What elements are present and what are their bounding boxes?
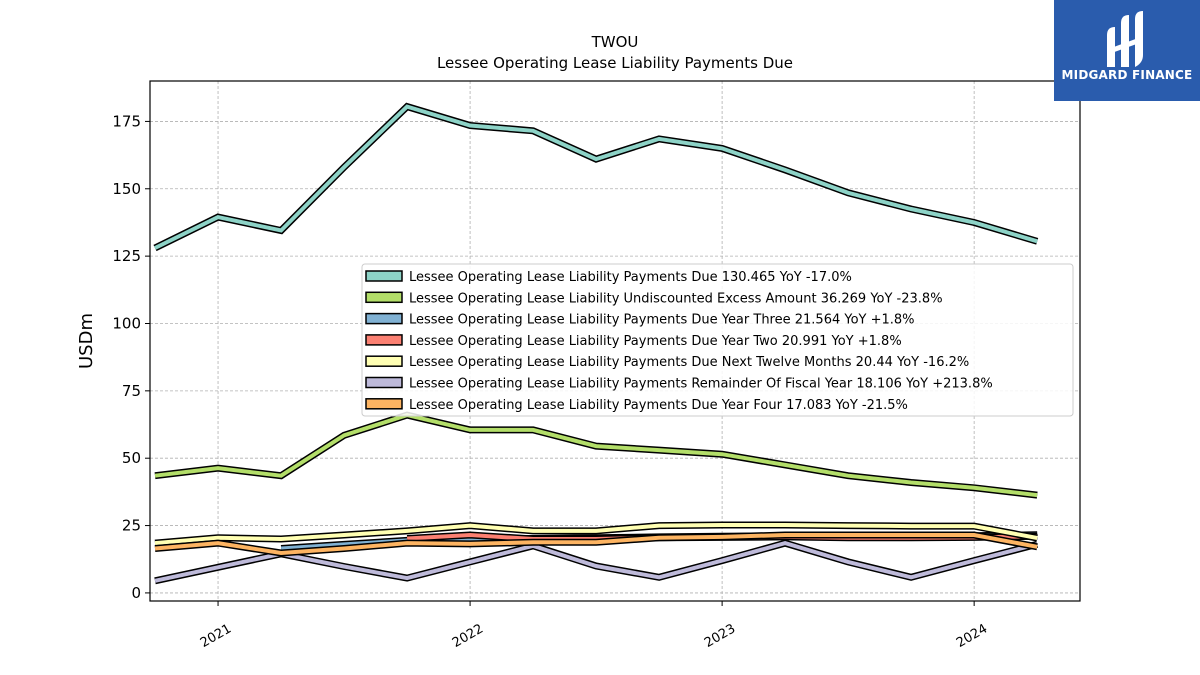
legend-swatch [365,334,403,346]
series-line-6 [154,539,1039,585]
series-line-2 [154,411,1038,499]
y-tick-label: 150 [112,180,141,198]
series-line-1 [153,102,1039,252]
legend: Lessee Operating Lease Liability Payment… [361,263,1074,417]
legend-label: Lessee Operating Lease Liability Payment… [409,334,902,349]
legend-label: Lessee Operating Lease Liability Payment… [409,313,915,328]
series-line-5 [154,521,1038,547]
x-tick-label: 2022 [450,621,486,651]
series-stroke [154,104,1038,250]
y-tick-label: 75 [122,382,141,400]
brand-logo: MIDGARD FINANCE [1054,0,1200,101]
y-tick-label: 0 [131,584,141,602]
legend-label: Lessee Operating Lease Liability Payment… [409,398,908,413]
legend-label: Lessee Operating Lease Liability Payment… [409,270,852,285]
legend-swatch [365,398,403,410]
y-tick-label: 50 [122,449,141,467]
legend-box [361,263,1074,417]
series-lines [153,102,1039,585]
x-tick-label: 2021 [198,621,234,651]
series-stroke [154,413,1038,498]
legend-label: Lessee Operating Lease Liability Undisco… [409,291,943,306]
y-tick-label: 100 [112,314,141,332]
y-tick-label: 125 [112,247,141,265]
series-stroke [154,523,1038,546]
logo-mark-icon [1107,11,1143,67]
x-tick-label: 2023 [702,621,738,651]
logo-text: MIDGARD FINANCE [1061,68,1193,82]
legend-swatch [365,312,403,325]
legend-swatch [365,355,403,367]
legend-swatch [365,291,403,304]
chart-title: TWOU [591,33,639,51]
legend-label: Lessee Operating Lease Liability Payment… [409,377,993,392]
series-stroke [154,533,1038,556]
x-tick-label: 2024 [954,621,990,651]
y-tick-label: 175 [112,112,141,130]
legend-swatch [365,376,403,389]
legend-swatch [365,270,403,282]
series-line-7 [154,531,1038,557]
y-tick-label: 25 [122,517,141,535]
series-stroke [154,541,1038,583]
plot-frame [149,80,1081,602]
chart-subtitle: Lessee Operating Lease Liability Payment… [437,54,793,72]
legend-label: Lessee Operating Lease Liability Payment… [409,355,969,370]
y-axis-label: USDm [76,313,97,369]
